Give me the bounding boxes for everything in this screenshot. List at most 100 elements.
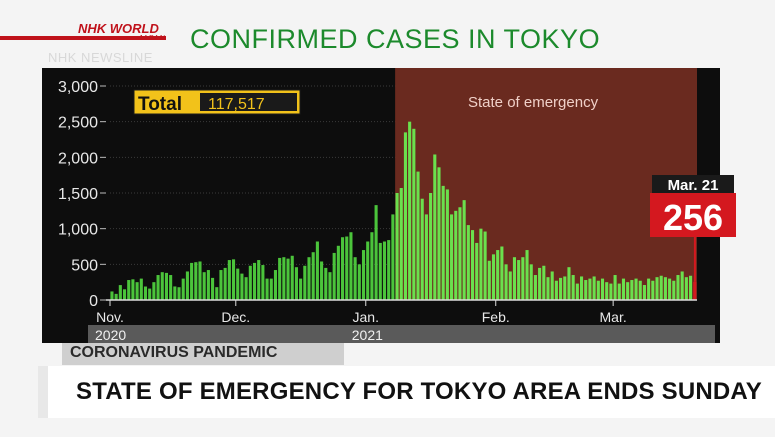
bar <box>437 167 441 300</box>
emergency-label: State of emergency <box>468 94 599 111</box>
bar <box>320 261 324 300</box>
bar <box>311 252 315 300</box>
y-tick-label: 0 <box>89 293 98 310</box>
y-tick-label: 500 <box>71 257 98 274</box>
bar <box>491 254 496 300</box>
bar <box>198 261 202 300</box>
bar <box>550 271 554 300</box>
callout: Mar. 21 256 <box>650 175 736 282</box>
bar <box>169 275 173 300</box>
bar <box>206 270 210 300</box>
bar <box>290 255 294 300</box>
bar <box>441 185 445 300</box>
bar <box>349 232 353 300</box>
bar <box>626 282 630 300</box>
y-tick-label: 2,500 <box>58 115 98 132</box>
bar <box>521 257 525 300</box>
bar <box>538 267 542 300</box>
bar <box>584 280 588 300</box>
bar <box>642 285 646 300</box>
bar <box>504 264 508 300</box>
bar <box>647 278 651 300</box>
bar <box>554 280 558 300</box>
bar <box>533 275 537 300</box>
bar <box>286 258 290 300</box>
bar <box>684 277 688 300</box>
bar <box>341 237 345 300</box>
callout-date-box <box>652 175 734 193</box>
bar <box>571 275 575 300</box>
bar <box>269 278 273 300</box>
bar <box>160 272 164 300</box>
bar <box>546 277 550 300</box>
bar <box>630 280 634 300</box>
bar <box>278 257 282 300</box>
bar <box>567 267 571 300</box>
x-month-label: Feb. <box>482 309 510 325</box>
y-tick-label: 1,000 <box>58 222 98 239</box>
bar <box>680 271 684 300</box>
bar <box>118 285 122 300</box>
bar <box>600 278 605 300</box>
nhk-world-logo: NHK WORLD JAPAN <box>0 21 166 52</box>
bar <box>433 154 437 300</box>
bar <box>315 241 319 300</box>
bar <box>303 265 307 300</box>
bar <box>328 272 332 300</box>
bar <box>374 205 378 300</box>
bar <box>672 280 676 300</box>
bar <box>634 278 638 300</box>
bar <box>131 279 135 300</box>
bar <box>152 282 156 300</box>
bar <box>693 281 697 300</box>
bar <box>416 171 420 300</box>
bar <box>563 276 567 300</box>
bar <box>135 282 139 300</box>
bar <box>454 210 458 300</box>
bar <box>517 260 521 300</box>
bar <box>127 280 131 300</box>
bar <box>403 132 407 300</box>
bar <box>261 265 265 300</box>
topic-tag: CORONAVIRUS PANDEMIC <box>70 344 278 361</box>
bar <box>110 291 114 300</box>
bar <box>676 275 680 300</box>
total-value-box <box>200 93 297 111</box>
bar <box>114 293 118 300</box>
bar <box>227 260 231 300</box>
bar <box>651 280 655 300</box>
headline-text: STATE OF EMERGENCY FOR TOKYO AREA ENDS S… <box>76 378 762 405</box>
bar <box>512 257 517 300</box>
bar <box>202 272 206 300</box>
bar <box>529 264 533 300</box>
bar <box>219 270 223 300</box>
logo-line1: NHK WORLD <box>78 21 159 36</box>
newsline-label: NHK NEWSLINE <box>48 50 153 65</box>
bar <box>408 121 412 300</box>
bar <box>299 278 303 300</box>
logo-stripe <box>0 36 166 40</box>
bar <box>173 286 177 300</box>
bar <box>609 283 613 300</box>
x-month-label: Nov. <box>96 309 124 325</box>
bar <box>361 250 366 300</box>
bars <box>110 121 697 300</box>
headline-accent <box>38 366 48 418</box>
bar <box>248 265 252 300</box>
year-label: 2021 <box>352 327 383 343</box>
bar <box>353 257 357 300</box>
bar <box>466 225 470 300</box>
bar <box>143 286 148 300</box>
bar <box>391 214 395 300</box>
bar <box>659 275 663 300</box>
bar <box>424 214 428 300</box>
bar <box>211 277 215 300</box>
bar <box>273 270 278 300</box>
bar <box>412 128 416 300</box>
bar <box>370 232 374 300</box>
callout-date: Mar. 21 <box>668 177 719 194</box>
bar <box>429 193 433 300</box>
bar <box>617 283 621 300</box>
bar <box>458 207 462 300</box>
